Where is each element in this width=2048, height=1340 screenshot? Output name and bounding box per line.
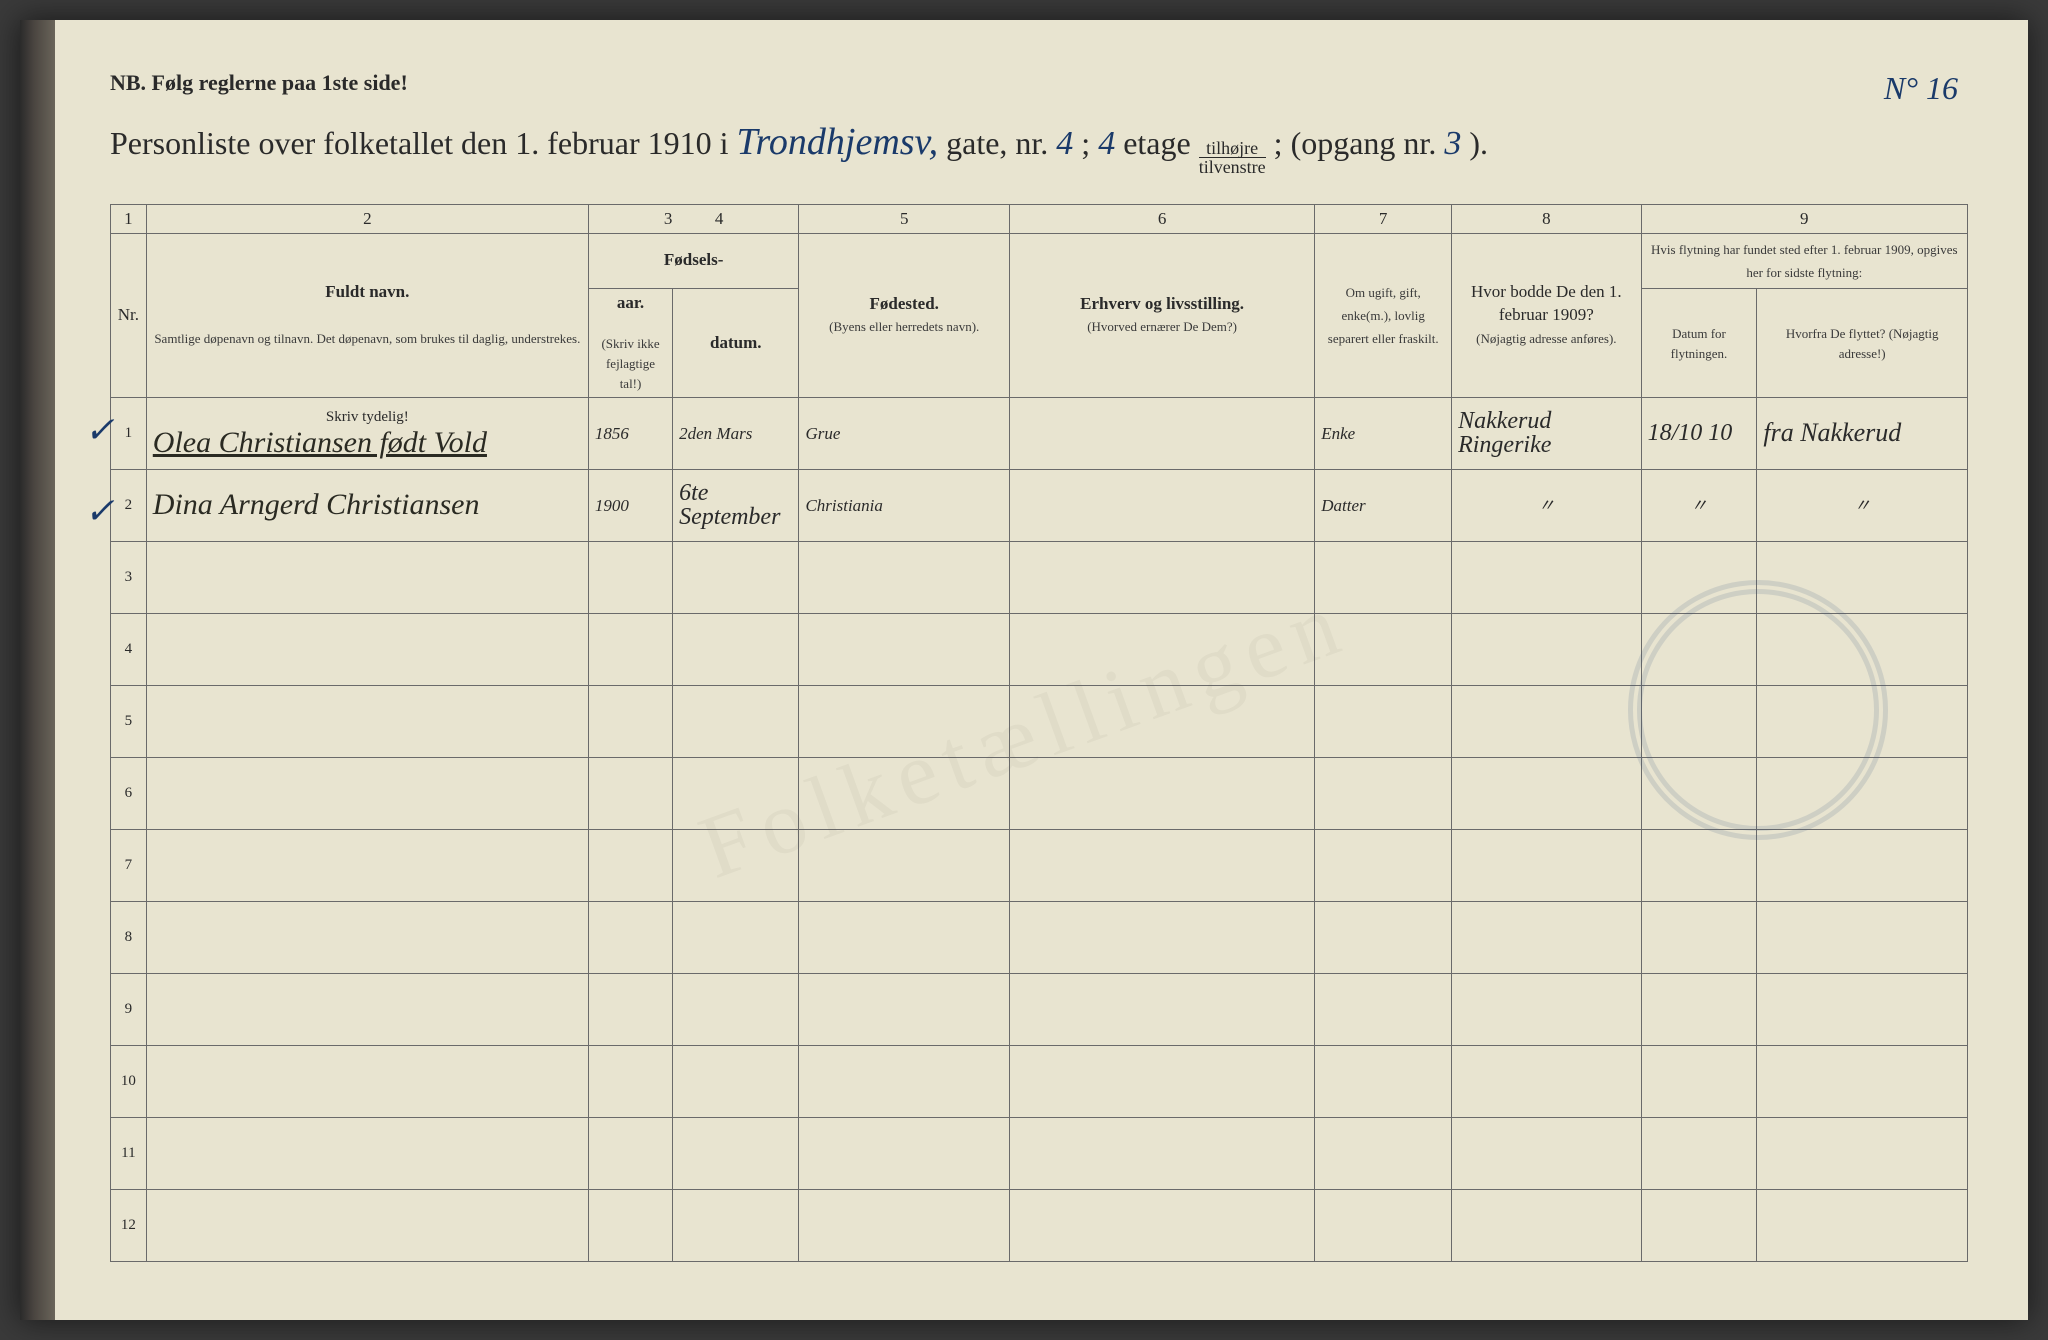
colnum-1: 1 xyxy=(111,205,147,234)
hdr-nr: Nr. xyxy=(111,234,147,398)
gate-number: 4 xyxy=(1056,125,1073,163)
table-row: 7 xyxy=(111,829,1968,901)
row-number: 6 xyxy=(111,757,147,829)
floor-number: 4 xyxy=(1098,125,1115,163)
name-value: Dina Arngerd Christiansen xyxy=(153,488,480,521)
street-name-handwritten: Trondhjemsv, xyxy=(736,120,938,164)
census-form-page: N° 16 NB. Følg reglerne paa 1ste side! P… xyxy=(20,20,2028,1320)
hdr-addr1909: Hvor bodde De den 1. februar 1909? (Nøja… xyxy=(1452,234,1641,398)
hdr-aar: aar. (Skriv ikke fejlagtige tal!) xyxy=(588,288,672,397)
table-row: 9 xyxy=(111,973,1968,1045)
row-number: 4 xyxy=(111,613,147,685)
table-row: 11 xyxy=(111,1117,1968,1189)
hdr-status: Om ugift, gift, enke(m.), lovlig separer… xyxy=(1315,234,1452,398)
hdr-move-date: Datum for flytningen. xyxy=(1641,288,1757,397)
cell-occupation xyxy=(1009,397,1314,469)
cell-date: 2den Mars xyxy=(673,397,799,469)
hdr-erhverv: Erhverv og livsstilling. (Hvorved ernære… xyxy=(1009,234,1314,398)
nb-instruction: NB. Følg reglerne paa 1ste side! xyxy=(110,70,1968,96)
colnum-7: 7 xyxy=(1315,205,1452,234)
cell-move-from: fra Nakkerud xyxy=(1757,397,1968,469)
hdr-fodested: Fødested. (Byens eller herredets navn). xyxy=(799,234,1010,398)
cell-status: Enke xyxy=(1315,397,1452,469)
skriv-tydelig-note: Skriv tydelig! xyxy=(153,409,582,426)
table-row: 12 xyxy=(111,1189,1968,1261)
hdr-move-title: Hvis flytning har fundet sted efter 1. f… xyxy=(1641,234,1967,289)
hdr-move-from: Hvorfra De flyttet? (Nøjagtig adresse!) xyxy=(1757,288,1968,397)
table-row: 8 xyxy=(111,901,1968,973)
colnum-34: 3 4 xyxy=(588,205,799,234)
hdr-name: Fuldt navn. Samtlige døpenavn og tilnavn… xyxy=(146,234,588,398)
opgang-number: 3 xyxy=(1444,125,1461,163)
cell-occupation xyxy=(1009,469,1314,541)
cell-name: ✓ Dina Arngerd Christiansen xyxy=(146,469,588,541)
cell-move-from: 〃 xyxy=(1757,469,1968,541)
column-number-row: 1 2 3 4 5 6 7 8 9 xyxy=(111,205,1968,234)
cell-place: Grue xyxy=(799,397,1010,469)
table-row: 1 ✓ Skriv tydelig! Olea Christiansen fød… xyxy=(111,397,1968,469)
cell-name: ✓ Skriv tydelig! Olea Christiansen født … xyxy=(146,397,588,469)
checkmark-icon: ✓ xyxy=(85,409,115,451)
cell-year: 1856 xyxy=(588,397,672,469)
table-row: 10 xyxy=(111,1045,1968,1117)
etage-label: etage xyxy=(1123,125,1191,162)
row-number: 11 xyxy=(111,1117,147,1189)
form-title-line: Personliste over folketallet den 1. febr… xyxy=(110,120,1968,176)
checkmark-icon: ✓ xyxy=(85,490,115,532)
table-row: 2 ✓ Dina Arngerd Christiansen 1900 6te S… xyxy=(111,469,1968,541)
fraction-bottom: tilvenstre xyxy=(1199,158,1266,176)
colnum-8: 8 xyxy=(1452,205,1641,234)
cell-move-date: 18/10 10 xyxy=(1641,397,1757,469)
cell-date: 6te September xyxy=(673,469,799,541)
name-value: Olea Christiansen født Vold xyxy=(153,426,487,459)
row-number: 1 xyxy=(111,397,147,469)
row-number: 7 xyxy=(111,829,147,901)
side-fraction: tilhøjre tilvenstre xyxy=(1199,139,1266,176)
page-number-annotation: N° 16 xyxy=(1884,70,1958,107)
colnum-6: 6 xyxy=(1009,205,1314,234)
row-number: 2 xyxy=(111,469,147,541)
colnum-2: 2 xyxy=(146,205,588,234)
hdr-fodsels: Fødsels- xyxy=(588,234,799,289)
fraction-top: tilhøjre xyxy=(1199,139,1266,158)
colnum-9: 9 xyxy=(1641,205,1967,234)
table-body: 1 ✓ Skriv tydelig! Olea Christiansen fød… xyxy=(111,397,1968,1261)
table-header: 1 2 3 4 5 6 7 8 9 Nr. Fuldt navn. Samtli… xyxy=(111,205,1968,398)
row-number: 9 xyxy=(111,973,147,1045)
title-close: ). xyxy=(1469,125,1488,162)
row-number: 5 xyxy=(111,685,147,757)
cell-year: 1900 xyxy=(588,469,672,541)
cell-place: Christiania xyxy=(799,469,1010,541)
cell-status: Datter xyxy=(1315,469,1452,541)
row-number: 12 xyxy=(111,1189,147,1261)
colnum-5: 5 xyxy=(799,205,1010,234)
row-number: 8 xyxy=(111,901,147,973)
header-main-row: Nr. Fuldt navn. Samtlige døpenavn og til… xyxy=(111,234,1968,289)
row-number: 10 xyxy=(111,1045,147,1117)
hdr-datum: datum. xyxy=(673,288,799,397)
title-prefix: Personliste over folketallet den 1. febr… xyxy=(110,125,728,162)
opgang-label: ; (opgang nr. xyxy=(1274,125,1437,162)
cell-move-date: 〃 xyxy=(1641,469,1757,541)
cell-addr1909: Nakkerud Ringerike xyxy=(1452,397,1641,469)
row-number: 3 xyxy=(111,541,147,613)
gate-label: gate, nr. xyxy=(946,125,1048,162)
cell-addr1909: 〃 xyxy=(1452,469,1641,541)
title-sep: ; xyxy=(1081,125,1090,162)
